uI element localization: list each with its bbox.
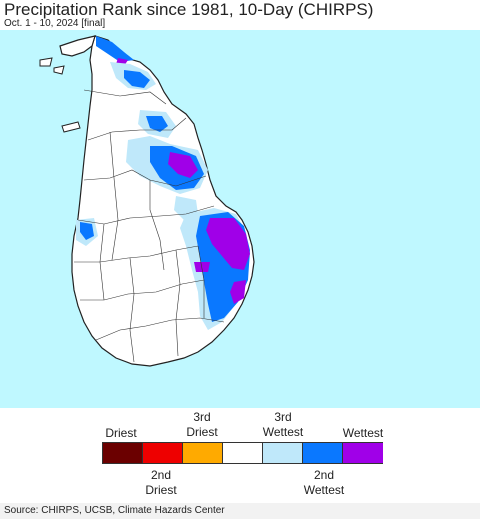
legend-swatch-2nd-wettest	[303, 443, 343, 463]
legend-label-second-driest: 2nd Driest	[145, 468, 177, 497]
legend-label-third-driest: 3rd Driest	[186, 410, 218, 439]
legend-label-driest: Driest	[105, 426, 137, 440]
legend-swatch-normal	[223, 443, 263, 463]
legend-label-third-wettest: 3rd Wettest	[262, 410, 304, 439]
rank-overlay	[76, 36, 250, 330]
wet-area-north	[96, 36, 134, 62]
wet-area-west	[80, 222, 94, 240]
wet-area-ne	[146, 116, 168, 132]
legend-label-wettest: Wettest	[342, 426, 384, 440]
mannar-island	[61, 121, 81, 133]
wettest-area-east	[206, 218, 250, 270]
legend-color-bar	[102, 442, 383, 464]
jaffna-peninsula	[59, 35, 96, 57]
legend-swatch-3rd-driest	[183, 443, 223, 463]
island-north-1	[39, 57, 53, 67]
wettest-area-trinco	[168, 152, 198, 178]
district-boundaries	[74, 89, 225, 363]
precipitation-map	[0, 30, 480, 408]
legend-swatch-3rd-wettest	[263, 443, 303, 463]
legend-swatch-driest	[103, 443, 143, 463]
wettest-area-east-2	[230, 280, 246, 304]
legend: Driest 3rd Driest 3rd Wettest Wettest 2n…	[0, 408, 480, 503]
island-north-2	[53, 65, 65, 75]
legend-swatch-wettest	[343, 443, 383, 463]
wet-area-north-2	[124, 70, 150, 88]
map-subtitle: Oct. 1 - 10, 2024 [final]	[4, 18, 106, 29]
legend-label-second-wettest: 2nd Wettest	[303, 468, 345, 497]
legend-swatch-2nd-driest	[143, 443, 183, 463]
map-title: Precipitation Rank since 1981, 10-Day (C…	[4, 0, 374, 19]
source-credit: Source: CHIRPS, UCSB, Climate Hazards Ce…	[0, 503, 480, 519]
